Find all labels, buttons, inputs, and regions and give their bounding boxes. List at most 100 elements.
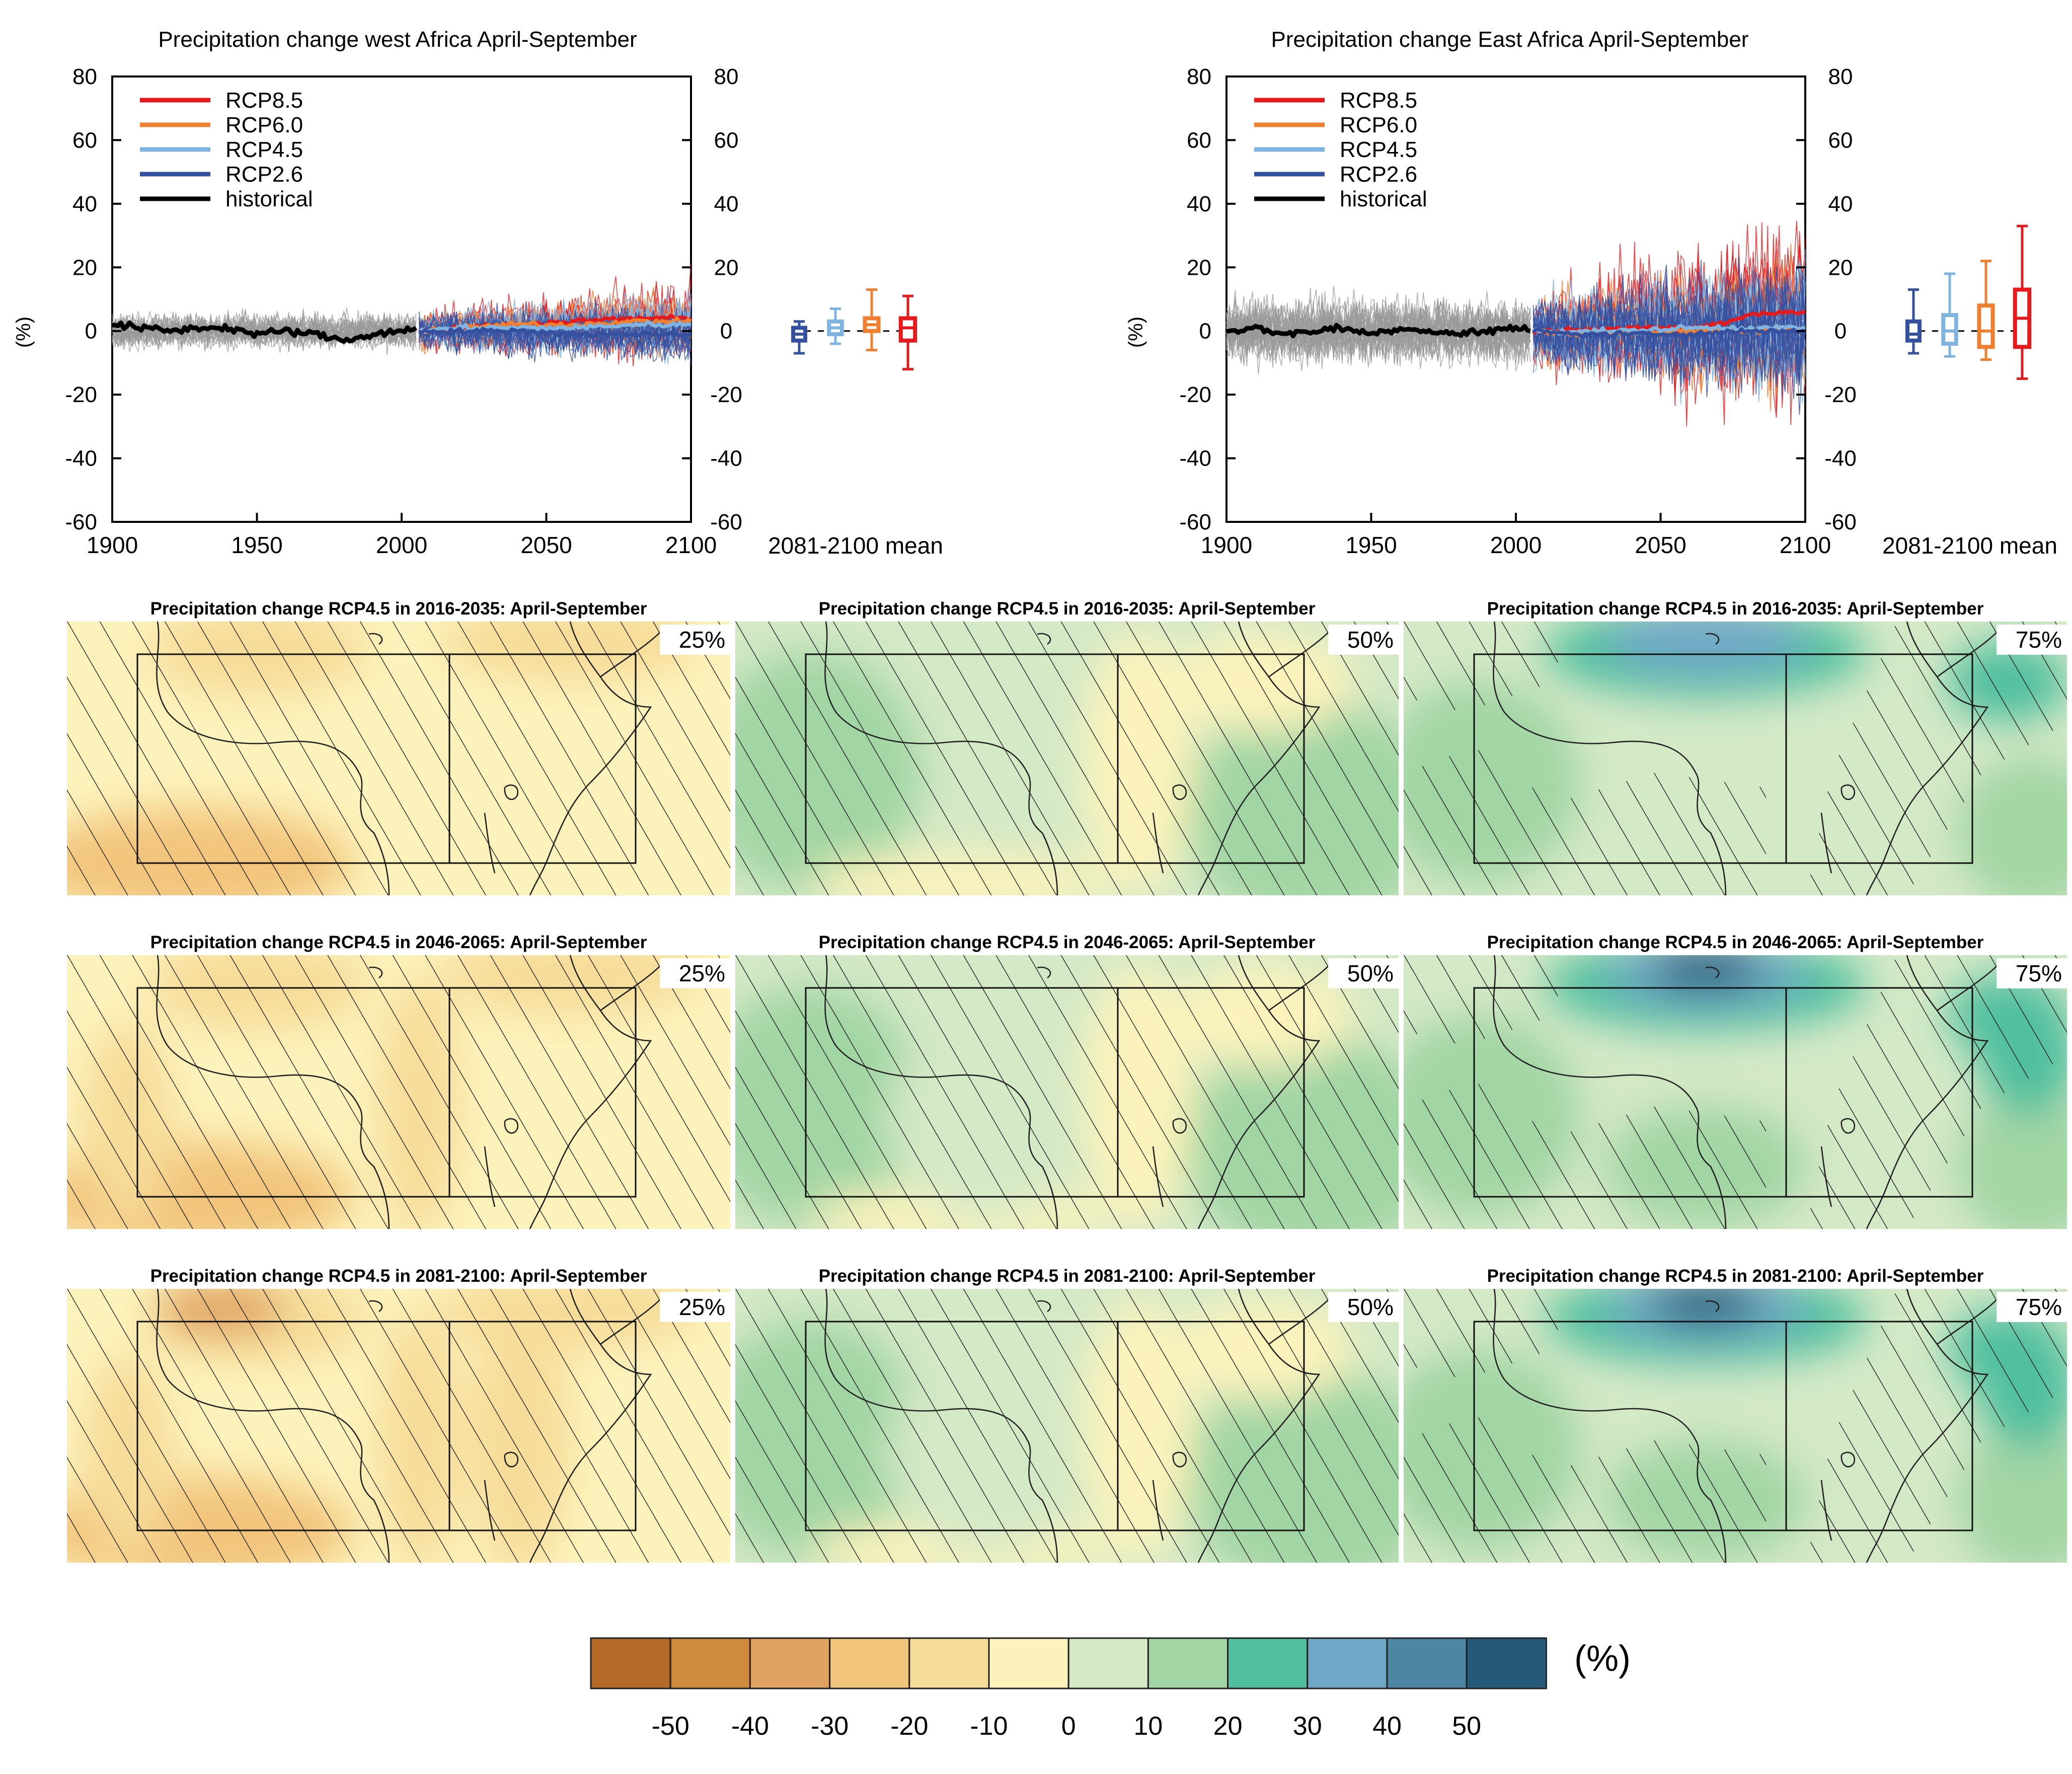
- percentile-label-bg: [1997, 1292, 2067, 1322]
- x-axis: 1900 1950 2000 2050 2100: [87, 513, 717, 558]
- region-box-east: [448, 1321, 637, 1531]
- y-tick-label: 20: [1828, 255, 1853, 280]
- percentile-label: 25%: [679, 960, 725, 986]
- colorbar-cell: [908, 1637, 990, 1689]
- hatch-region: [735, 1289, 1399, 1563]
- y-tick-label: 0: [85, 319, 97, 344]
- percentile-label-bg: [1997, 625, 2067, 655]
- colorbar-tick-label: -10: [970, 1712, 1008, 1741]
- lake-chad: [1037, 1300, 1051, 1313]
- map-field: [735, 1289, 1399, 1563]
- model-spread: [112, 264, 692, 366]
- percentile-label: 75%: [2016, 960, 2062, 986]
- summary-label: 2081-2100 mean: [768, 532, 943, 559]
- coastline-west: [156, 955, 390, 1229]
- coastline-east: [1197, 622, 1321, 895]
- map-grid: Precipitation change RCP4.5 in 2016-2035…: [67, 599, 2067, 1563]
- lake-tanganyika: [1820, 1480, 1832, 1541]
- lake-tanganyika: [1152, 812, 1164, 874]
- colorbar-unit: (%): [1574, 1639, 1631, 1679]
- coastline-west: [824, 622, 1058, 895]
- map-panel-r2-c2: Precipitation change RCP4.5 in 2046-2065…: [735, 933, 1399, 1229]
- y-tick-label: 60: [1187, 128, 1211, 152]
- chart-title: Precipitation change west Africa April-S…: [158, 27, 637, 52]
- y-axis-left: -60 -40 -20 0 20 40 60 80: [65, 64, 121, 534]
- coastline-east: [1866, 1289, 1989, 1563]
- colorbar-cell: [669, 1637, 751, 1689]
- map-panel-r3-c2: Precipitation change RCP4.5 in 2081-2100…: [735, 1266, 1399, 1563]
- map-field: [735, 955, 1399, 1229]
- summary-label: 2081-2100 mean: [1882, 532, 2057, 559]
- region-box-east: [1117, 987, 1305, 1198]
- lake-victoria: [1840, 1451, 1856, 1468]
- map-field: [67, 1289, 730, 1563]
- map-field: [1404, 622, 2067, 895]
- legend-label-historical: historical: [1340, 187, 1427, 211]
- coastline-west: [824, 1289, 1058, 1563]
- coastline: [1493, 622, 1998, 895]
- percentile-label: 25%: [679, 627, 725, 653]
- colorbar-tick-label: -30: [811, 1712, 849, 1741]
- scenario-member-rcp26: [1532, 270, 1806, 398]
- percentile-label-bg: [1997, 958, 2067, 988]
- coastline-east: [1866, 955, 1989, 1229]
- map-hatching: [735, 622, 1399, 895]
- map-anomaly: [1650, 1289, 1761, 1324]
- coastline-east: [1866, 622, 1989, 895]
- y-tick-label: 20: [714, 255, 739, 280]
- legend-label-rcp45: RCP4.5: [1340, 137, 1417, 162]
- box-body-rcp45: [1941, 313, 1958, 346]
- legend-label-rcp85: RCP8.5: [1340, 88, 1417, 113]
- hatch-region: [1806, 1289, 2067, 1563]
- map-field: [67, 955, 730, 1229]
- lake-victoria: [1840, 784, 1856, 800]
- lake-tanganyika: [1820, 812, 1832, 874]
- y-tick-label: -40: [1824, 446, 1857, 471]
- colorbar-cell: [829, 1637, 910, 1689]
- lake-victoria: [1172, 784, 1187, 800]
- coastline-west: [824, 955, 1058, 1229]
- percentile-label: 25%: [679, 1294, 725, 1320]
- colorbar-cell: [749, 1637, 831, 1689]
- hatch-region: [1806, 622, 2067, 895]
- coastline-east: [1197, 1289, 1321, 1563]
- colorbar-cell: [988, 1637, 1069, 1689]
- x-tick-label: 2050: [520, 532, 572, 558]
- hatch-region: [735, 622, 1399, 895]
- lake-victoria: [1840, 1118, 1856, 1134]
- colorbar: -50 -40 -30 -20 -10 0 10 20 30 40 50 (%): [590, 1637, 1631, 1741]
- hatch-region: [1404, 622, 1565, 712]
- lake-chad: [1037, 966, 1051, 979]
- legend-label-rcp26: RCP2.6: [225, 162, 303, 187]
- hatch-region: [735, 955, 1399, 1229]
- y-axis-left: -60 -40 -20 0 20 40 60 80: [1179, 64, 1236, 534]
- plot-frame: [111, 75, 692, 523]
- x-tick-label: 2050: [1635, 532, 1686, 558]
- y-tick-label: 40: [1187, 192, 1211, 216]
- y-axis-right: -60 -40 -20 0 20 40 60 80: [682, 64, 742, 534]
- lake-chad: [368, 966, 383, 979]
- chart-title: Precipitation change East Africa April-S…: [1271, 27, 1749, 52]
- hatch-region: [67, 622, 730, 895]
- x-tick-label: 1900: [1201, 532, 1252, 558]
- map-title: Precipitation change RCP4.5 in 2016-2035…: [150, 599, 647, 619]
- percentile-label: 50%: [1347, 627, 1394, 653]
- y-tick-label: 80: [714, 64, 739, 89]
- series-lines: [1226, 309, 1806, 339]
- map-title: Precipitation change RCP4.5 in 2081-2100…: [819, 1266, 1316, 1286]
- coastline-west: [156, 1289, 390, 1563]
- y-tick-label: -20: [65, 382, 97, 407]
- region-box-east: [1785, 1321, 1973, 1531]
- region-box-east: [448, 987, 637, 1198]
- map-hatching: [735, 1289, 1399, 1563]
- lake-tanganyika: [484, 812, 496, 874]
- region-box-east: [448, 653, 637, 864]
- lake-chad: [1705, 633, 1720, 645]
- colorbar-tick-label: 40: [1372, 1712, 1402, 1741]
- lake-victoria: [1172, 1451, 1187, 1468]
- y-tick-label: 0: [1834, 319, 1847, 344]
- map-anomaly: [1957, 757, 2067, 895]
- summary-boxes: [791, 288, 917, 371]
- y-tick-label: -60: [65, 510, 97, 534]
- colorbar-tick-label: -50: [652, 1712, 689, 1741]
